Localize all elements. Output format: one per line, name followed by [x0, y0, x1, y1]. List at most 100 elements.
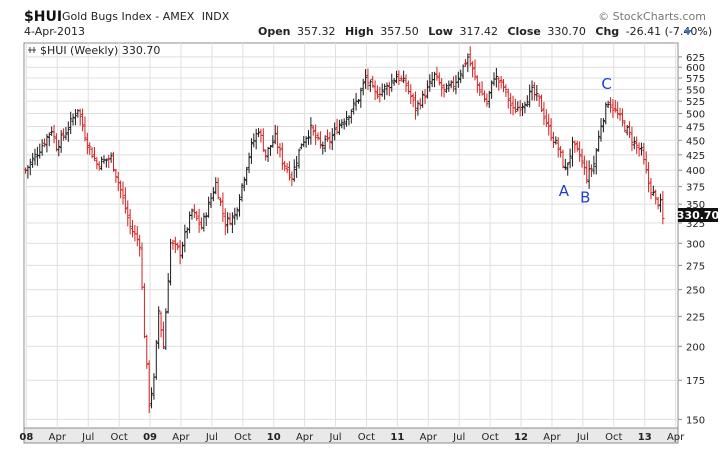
price-bar	[611, 99, 615, 118]
price-bar	[523, 101, 527, 114]
price-bar	[404, 74, 408, 92]
brand-label[interactable]: © StockCharts.com	[598, 10, 706, 23]
price-bar	[421, 90, 425, 108]
price-bar	[73, 109, 78, 126]
price-bar	[373, 80, 377, 101]
price-bar	[180, 241, 185, 259]
price-bar	[207, 196, 211, 218]
price-bar	[356, 98, 361, 104]
price-bar	[399, 75, 403, 82]
price-bar	[375, 85, 380, 99]
chg-dropdown-icon[interactable]	[684, 30, 692, 35]
price-bar	[264, 149, 268, 161]
price-bar	[539, 94, 544, 113]
y-tick-label: 275	[686, 261, 705, 272]
price-bar	[135, 225, 139, 247]
price-bar	[31, 152, 35, 168]
price-bar	[597, 130, 601, 152]
price-bar	[221, 192, 225, 222]
high-value: 357.50	[380, 25, 419, 38]
price-bar	[392, 78, 396, 86]
price-bar	[390, 73, 394, 92]
price-bar	[470, 61, 475, 78]
y-tick-label: 550	[686, 85, 705, 96]
price-bar	[580, 148, 584, 168]
price-bar	[606, 100, 610, 109]
price-bar	[316, 132, 320, 141]
price-bar	[561, 149, 565, 169]
price-bar	[249, 138, 254, 164]
x-tick-label: Oct	[605, 432, 622, 443]
price-bar	[85, 132, 89, 155]
y-tick-label: 250	[686, 286, 705, 297]
price-bar	[171, 239, 175, 250]
price-bar	[513, 98, 518, 114]
price-bar	[45, 134, 49, 153]
price-bar	[394, 70, 399, 84]
price-bar	[504, 84, 508, 98]
x-tick-label: 12	[514, 432, 528, 443]
index-name: Gold Bugs Index - AMEX	[62, 10, 195, 23]
price-bar	[409, 84, 413, 104]
price-bar	[325, 129, 330, 142]
price-bar	[554, 136, 558, 145]
x-tick-label: Apr	[296, 432, 314, 443]
chg-value: -26.41 (-7.40%)	[626, 25, 712, 38]
price-bar	[268, 145, 273, 156]
price-bar	[90, 147, 94, 159]
price-bar	[528, 84, 532, 108]
price-bar	[542, 101, 546, 126]
y-tick-label: 200	[686, 342, 705, 353]
price-bar	[451, 76, 456, 92]
price-bar	[344, 110, 349, 127]
price-bar	[473, 59, 477, 81]
price-bar	[442, 83, 446, 98]
price-bar	[256, 128, 261, 138]
y-tick-label: 500	[686, 110, 705, 121]
price-bar	[371, 75, 375, 88]
price-bar	[88, 142, 92, 155]
price-bar	[366, 68, 370, 90]
price-bar	[166, 273, 170, 314]
price-bar	[383, 83, 387, 100]
price-bar	[520, 103, 525, 117]
chg-label: Chg	[595, 25, 619, 38]
price-bar	[218, 197, 223, 206]
price-bar	[64, 126, 68, 140]
price-bar	[361, 78, 365, 96]
price-bar	[290, 171, 294, 187]
price-bar	[490, 80, 494, 99]
price-bar	[352, 98, 356, 115]
price-bar	[349, 109, 353, 124]
price-bar	[123, 187, 127, 214]
price-bar	[278, 143, 282, 158]
price-bar	[318, 131, 322, 149]
x-tick-label: Apr	[420, 432, 438, 443]
price-bar	[359, 87, 363, 108]
price-bar	[416, 100, 420, 116]
annotation-b: B	[580, 189, 590, 207]
price-bar	[40, 139, 44, 156]
price-bar	[601, 118, 605, 133]
price-bar	[385, 82, 389, 96]
price-bar	[328, 132, 332, 150]
price-bar	[109, 152, 113, 163]
exchange-label: INDX	[202, 10, 230, 23]
y-tick-label: 325	[686, 219, 705, 230]
price-bar	[178, 240, 182, 265]
price-bar	[292, 159, 296, 182]
price-bar	[459, 69, 463, 84]
price-bar	[568, 148, 572, 169]
price-bar	[656, 196, 660, 210]
price-bar	[518, 99, 522, 117]
price-bar	[506, 88, 510, 109]
y-tick-label: 175	[686, 376, 705, 387]
price-bar	[618, 107, 622, 121]
price-bar	[242, 176, 246, 192]
y-tick-label: 600	[686, 63, 705, 74]
price-bar	[226, 212, 230, 234]
price-bar	[240, 183, 244, 202]
price-bar	[646, 162, 651, 193]
